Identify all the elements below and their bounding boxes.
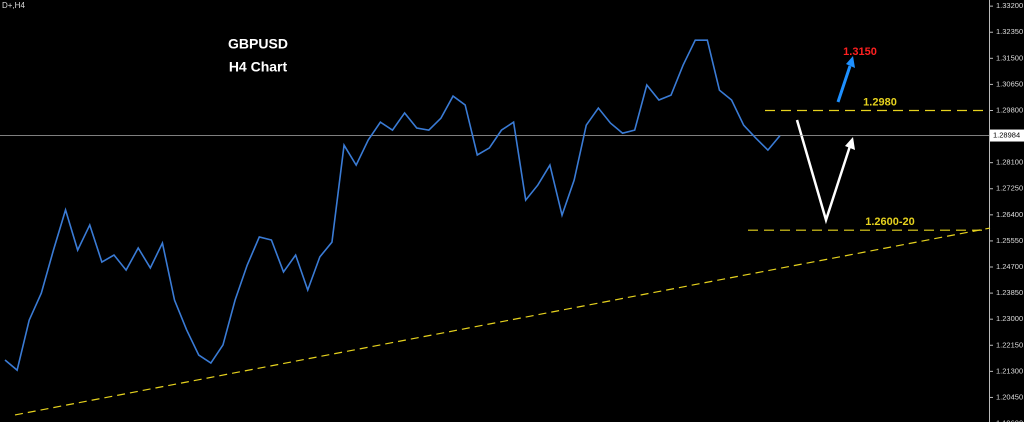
target-label: 1.3150 [843, 46, 877, 58]
y-tick-label: 1.21300 [996, 366, 1023, 375]
y-tick-label: 1.28100 [996, 158, 1023, 167]
current-price-label: 1.28984 [993, 131, 1020, 140]
y-tick-label: 1.30650 [996, 79, 1023, 88]
y-tick-label: 1.26400 [996, 210, 1023, 219]
projection-arrow-head [845, 137, 855, 150]
projection-arrow [795, 119, 852, 225]
y-tick-label: 1.33200 [996, 1, 1023, 10]
target-arrow-head [846, 56, 855, 68]
chart-subtitle: H4 Chart [229, 59, 288, 75]
y-tick-label: 1.29800 [996, 105, 1023, 114]
y-tick-label: 1.24700 [996, 262, 1023, 271]
level-label: 1.2600-20 [865, 216, 915, 228]
y-tick-label: 1.27250 [996, 184, 1023, 193]
level-label: 1.2980 [863, 96, 897, 108]
corner-label: D+,H4 [2, 1, 25, 10]
trendline [14, 227, 991, 416]
y-tick-label: 1.19600 [996, 419, 1023, 422]
y-tick-label: 1.32350 [996, 27, 1023, 36]
chart-title: GBPUSD [228, 36, 288, 52]
y-tick-label: 1.20450 [996, 392, 1023, 401]
y-tick-label: 1.31500 [996, 53, 1023, 62]
target-arrow [836, 65, 852, 103]
current-price-box [990, 129, 1024, 142]
y-tick-label: 1.23850 [996, 288, 1023, 297]
y-tick-label: 1.22150 [996, 340, 1023, 349]
y-tick-label: 1.23000 [996, 314, 1023, 323]
y-tick-label: 1.25550 [996, 236, 1023, 245]
price-line [4, 39, 781, 372]
